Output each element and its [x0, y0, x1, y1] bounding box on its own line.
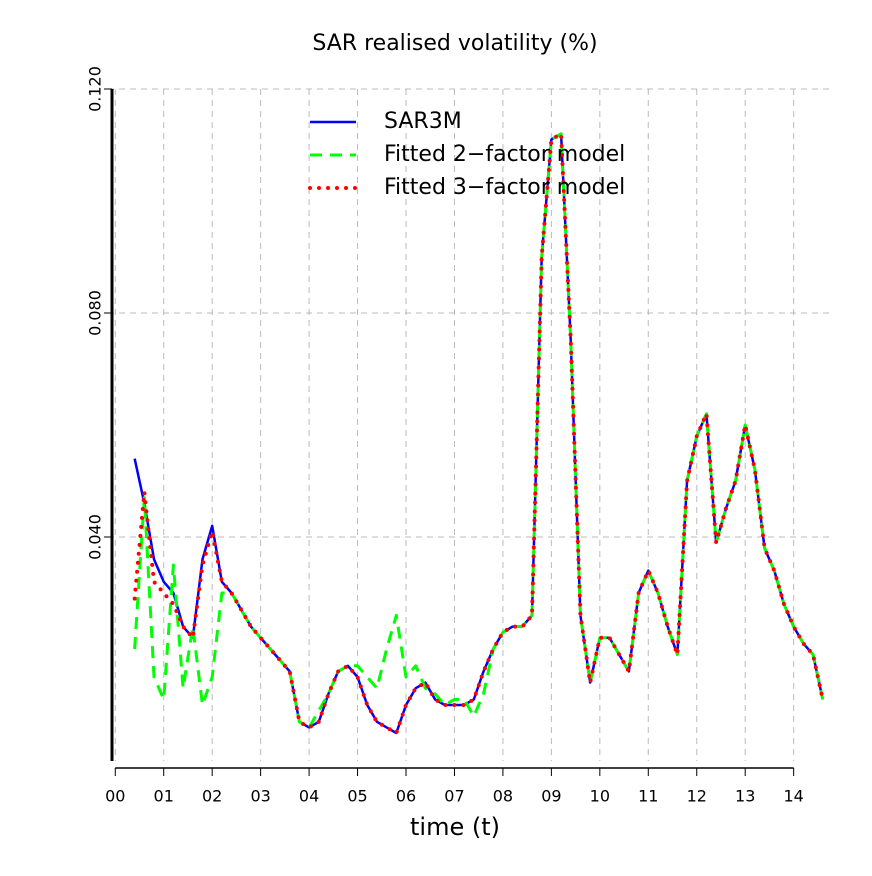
chart-title: SAR realised volatility (%)	[312, 31, 597, 56]
series-line	[133, 132, 824, 735]
x-tick-label: 07	[444, 787, 464, 806]
x-tick-label: 08	[493, 787, 513, 806]
x-tick-label: 13	[735, 787, 755, 806]
series-line	[133, 132, 825, 729]
x-tick-label: 10	[590, 787, 610, 806]
x-tick-label: 01	[154, 787, 174, 806]
y-tick-label: 0.040	[86, 514, 105, 560]
x-tick-label: 02	[202, 787, 222, 806]
legend-label: SAR3M	[384, 109, 462, 134]
x-tick-label: 14	[783, 787, 803, 806]
legend-label: Fitted 2−factor model	[384, 142, 625, 167]
legend-label: Fitted 3−factor model	[384, 175, 625, 200]
y-tick-label: 0.120	[86, 66, 105, 112]
x-tick-label: 04	[299, 787, 319, 806]
x-tick-label: 09	[541, 787, 561, 806]
series-line	[132, 131, 825, 735]
x-tick-label: 06	[396, 787, 416, 806]
y-tick-label: 0.080	[86, 290, 105, 336]
x-axis-label: time (t)	[410, 813, 500, 841]
x-tick-label: 03	[250, 787, 270, 806]
x-tick-label: 00	[105, 787, 125, 806]
x-tick-label: 12	[687, 787, 707, 806]
x-tick-label: 05	[347, 787, 367, 806]
x-tick-label: 11	[638, 787, 658, 806]
